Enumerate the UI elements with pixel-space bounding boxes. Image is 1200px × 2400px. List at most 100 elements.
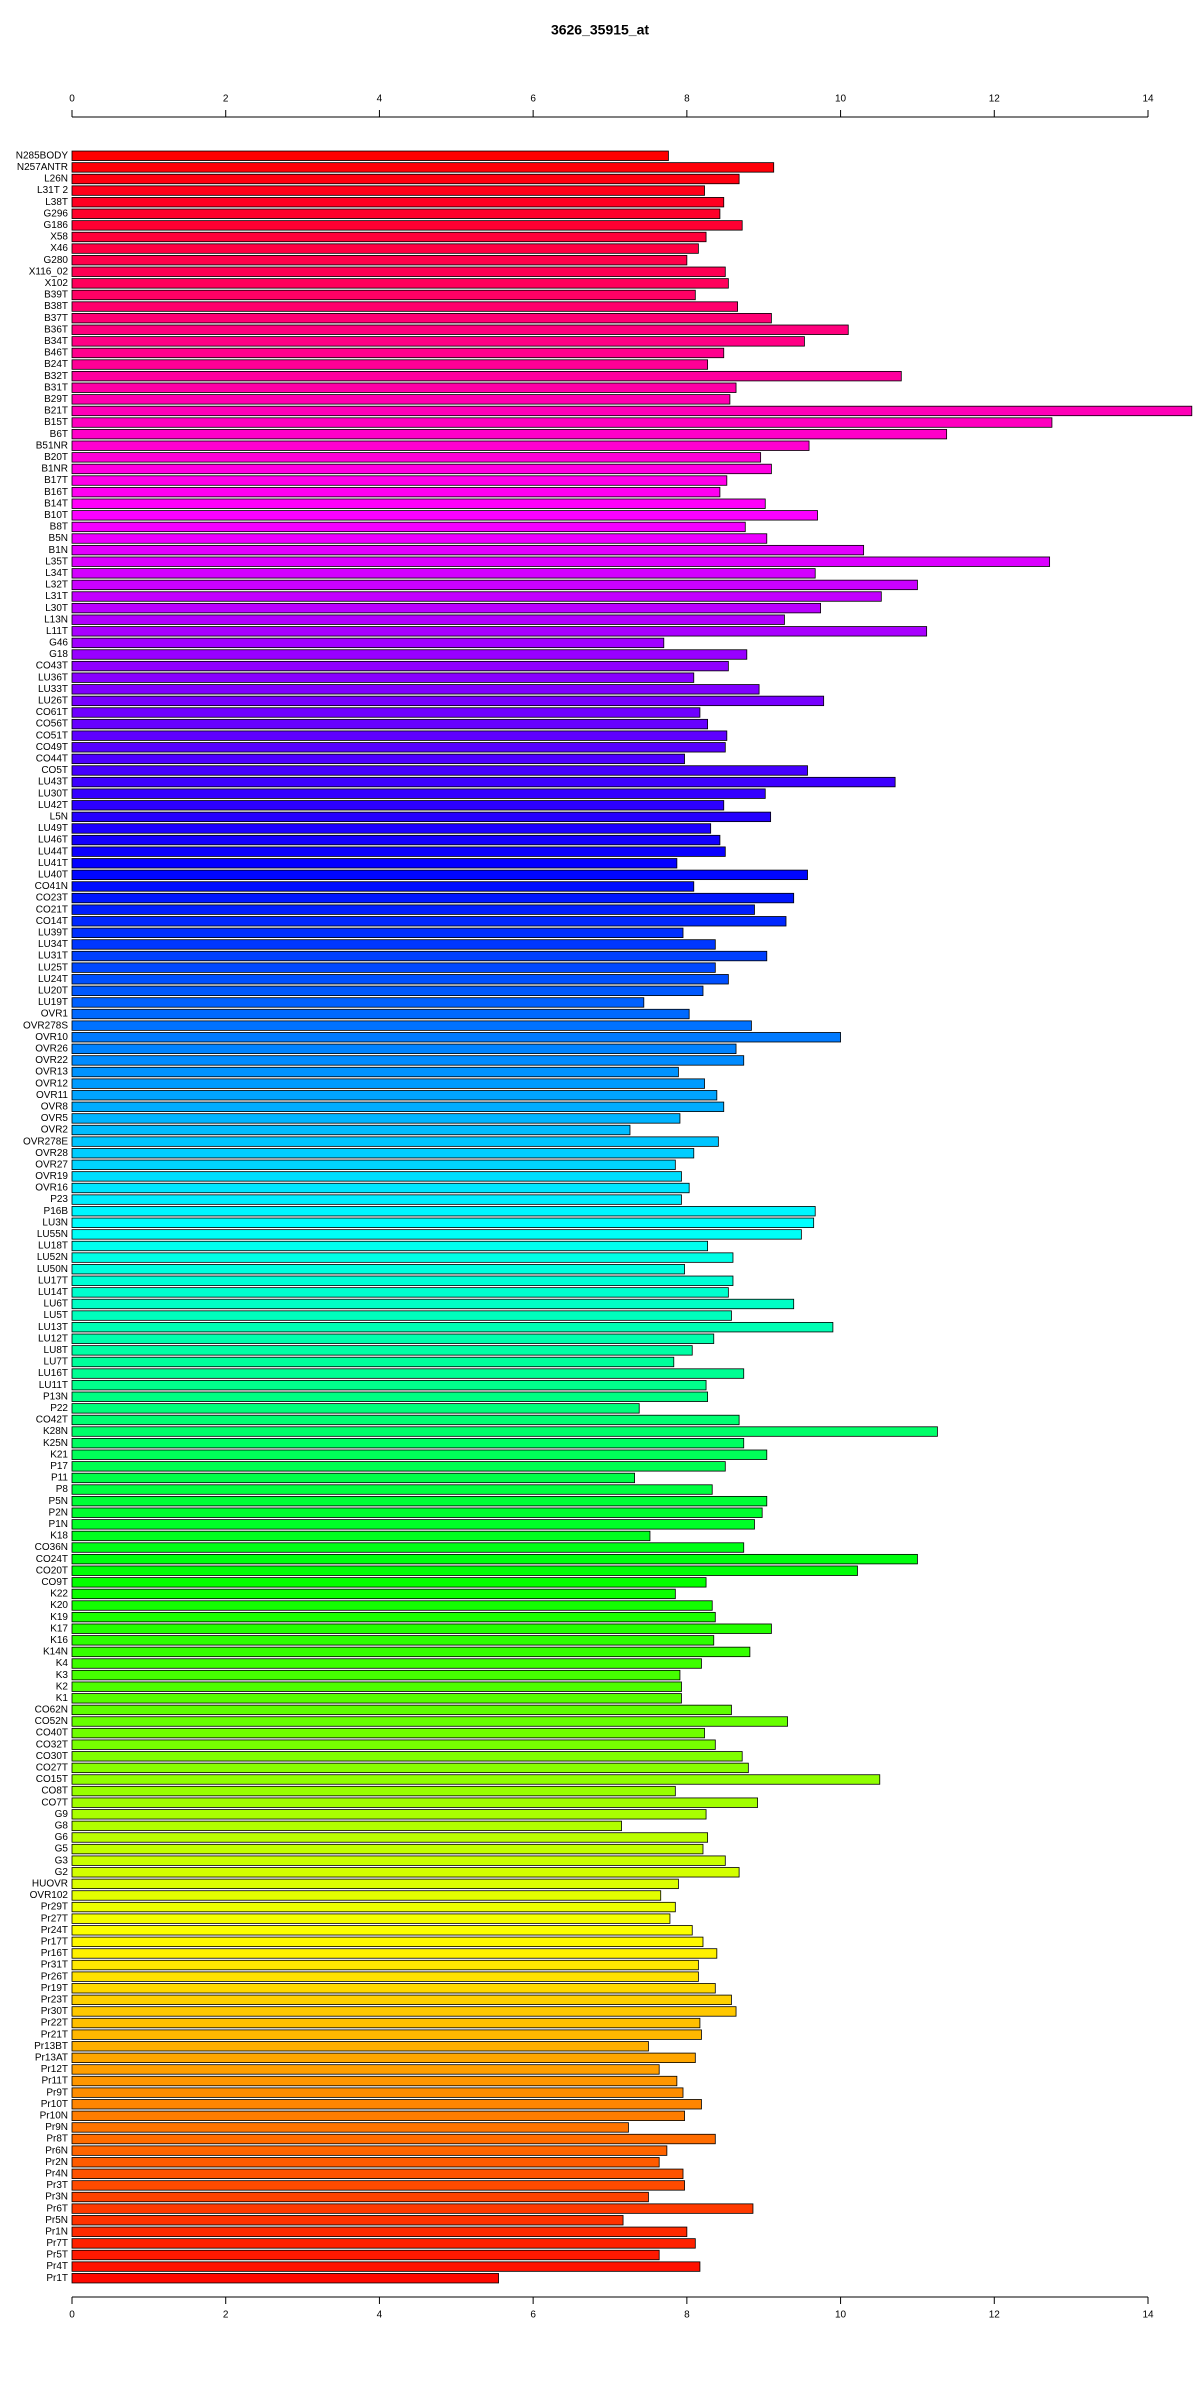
bar	[71, 2110, 685, 2121]
y-tick-label: CO14T	[36, 916, 68, 927]
y-tick-label: OVR278S	[23, 1020, 68, 1031]
bar	[71, 2017, 701, 2029]
y-tick-label: LU25T	[38, 962, 68, 973]
bar	[71, 463, 772, 475]
bar	[71, 892, 795, 904]
bar	[71, 1948, 718, 1959]
x-tick-label: 0	[69, 94, 75, 105]
bar	[71, 1438, 745, 1449]
bar	[71, 1124, 631, 1136]
bar	[71, 1414, 740, 1426]
y-tick-label: Pr12T	[41, 2064, 68, 2075]
x-tick-label: 12	[989, 94, 1001, 105]
y-tick-label: Pr19T	[41, 1983, 68, 1994]
bar	[71, 695, 825, 707]
bar	[71, 1472, 635, 1484]
y-tick-label: Pr27T	[41, 1913, 68, 1924]
bar	[71, 776, 896, 788]
bar	[71, 1809, 707, 1820]
bar	[71, 1078, 705, 1089]
y-tick-label: B10T	[44, 510, 68, 521]
y-tick-label: Pr30T	[41, 2006, 68, 2017]
bar	[71, 1032, 841, 1043]
bar	[71, 544, 865, 556]
y-tick-label: B5N	[49, 533, 68, 544]
bar	[71, 1925, 693, 1936]
bar	[71, 1623, 772, 1634]
y-tick-label: CO40T	[36, 1728, 68, 1739]
y-tick-label: K22	[50, 1589, 68, 1600]
bar	[71, 1693, 682, 1704]
y-tick-label: B31T	[44, 382, 68, 393]
bar	[71, 1136, 719, 1147]
bar	[71, 521, 746, 533]
bar	[71, 2168, 684, 2179]
y-tick-label: P8	[56, 1484, 69, 1495]
y-tick-label: CO42T	[36, 1415, 68, 1426]
bar	[71, 1252, 734, 1263]
y-tick-label: LU16T	[38, 1368, 68, 1379]
y-tick-label: L13N	[44, 614, 68, 625]
y-tick-label: G280	[44, 255, 69, 266]
y-tick-label: B16T	[44, 487, 68, 498]
bar	[71, 324, 849, 335]
bar	[71, 985, 704, 996]
y-tick-label: LU50N	[37, 1264, 68, 1275]
bar	[71, 997, 645, 1008]
bar	[71, 231, 707, 243]
y-tick-label: Pr2N	[45, 2157, 68, 2168]
bar	[71, 1530, 651, 1542]
bar	[71, 2180, 685, 2191]
bar	[71, 788, 766, 799]
bar	[71, 197, 725, 208]
y-tick-label: B51NR	[36, 440, 68, 451]
y-tick-label: Pr9T	[46, 2087, 68, 2098]
bar	[71, 278, 729, 289]
bar	[71, 255, 688, 266]
y-tick-label: CO7T	[41, 1797, 68, 1808]
y-tick-label: P5N	[49, 1496, 68, 1507]
bar	[71, 440, 810, 451]
y-tick-label: B14T	[44, 498, 68, 509]
bar	[71, 220, 743, 231]
y-tick-label: OVR12	[35, 1078, 68, 1089]
bar	[71, 1565, 858, 1576]
y-tick-label: P16B	[44, 1206, 69, 1217]
y-tick-label: LU30T	[38, 788, 68, 799]
y-tick-label: CO30T	[36, 1751, 68, 1762]
bar	[71, 602, 821, 614]
bar	[71, 846, 726, 857]
y-tick-label: B46T	[44, 348, 68, 359]
x-tick-label: 2	[223, 2310, 229, 2321]
bar	[71, 1113, 681, 1124]
y-tick-label: OVR13	[35, 1067, 68, 1078]
bar	[71, 1345, 693, 1356]
y-tick-label: LU19T	[38, 997, 68, 1008]
bar	[71, 1727, 705, 1739]
y-tick-label: Pr6N	[45, 2145, 68, 2156]
y-tick-label: LU17T	[38, 1275, 68, 1286]
y-tick-label: CO9T	[41, 1577, 68, 1588]
y-tick-label: K19	[50, 1612, 68, 1623]
y-tick-label: LU13T	[38, 1322, 68, 1333]
bar	[71, 1878, 679, 1890]
bar	[71, 162, 775, 173]
y-tick-label: OVR2	[41, 1125, 69, 1136]
bar	[71, 1287, 729, 1298]
x-tick-label: 4	[377, 94, 383, 105]
y-tick-label: Pr22T	[41, 2018, 68, 2029]
y-tick-label: Pr5T	[46, 2250, 68, 2261]
chart-title: 3626_35915_at	[551, 22, 649, 38]
y-tick-label: B39T	[44, 290, 68, 301]
bar	[71, 1635, 715, 1646]
y-tick-label: G5	[55, 1844, 69, 1855]
bar	[71, 2238, 696, 2249]
y-tick-label: CO15T	[36, 1774, 68, 1785]
bar	[71, 2087, 684, 2098]
bar	[71, 568, 816, 579]
y-tick-label: P13N	[43, 1391, 68, 1402]
y-tick-label: LU41T	[38, 858, 68, 869]
y-tick-label: K25N	[43, 1438, 68, 1449]
y-tick-label: X46	[50, 243, 68, 254]
bar	[71, 1739, 716, 1750]
